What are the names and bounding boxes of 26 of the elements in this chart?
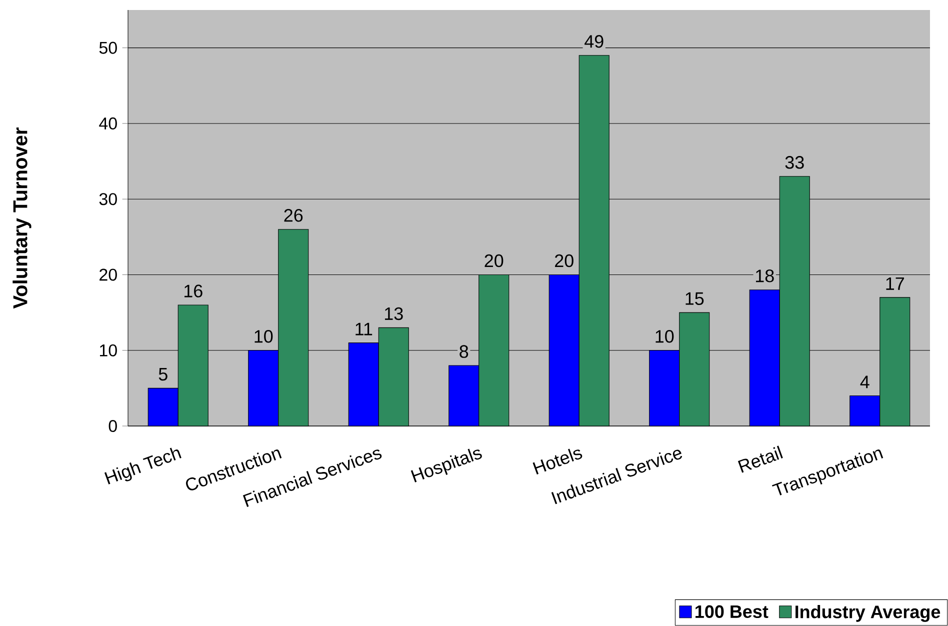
data-label: 17: [886, 277, 904, 290]
data-label: 8: [460, 345, 468, 358]
data-label: 10: [254, 330, 273, 343]
data-label: 11: [356, 322, 372, 336]
y-tick-label: 10: [100, 344, 117, 356]
legend-label: 100 Best: [696, 605, 768, 618]
y-tick-label: 30: [99, 193, 117, 206]
data-label: 33: [785, 156, 804, 169]
data-label: 10: [656, 330, 674, 343]
y-tick-label: 20: [100, 268, 117, 281]
data-label: 4: [860, 376, 870, 388]
x-tick-label: High Tech: [104, 448, 182, 484]
data-label: 26: [284, 209, 303, 222]
y-tick-label: 40: [99, 117, 117, 130]
y-axis-title: Voluntary Turnover: [12, 128, 32, 309]
data-label: 15: [686, 292, 704, 305]
data-label: 16: [184, 284, 202, 298]
data-label: 49: [584, 35, 604, 48]
data-label: 5: [158, 368, 168, 381]
data-label: 20: [484, 254, 504, 268]
data-label: 18: [756, 270, 774, 282]
legend-label: Industry Average: [796, 605, 940, 622]
data-label: 13: [384, 307, 403, 320]
y-tick-label: 0: [108, 420, 117, 432]
data-label: 20: [555, 254, 574, 268]
y-tick-label: 50: [99, 42, 117, 54]
